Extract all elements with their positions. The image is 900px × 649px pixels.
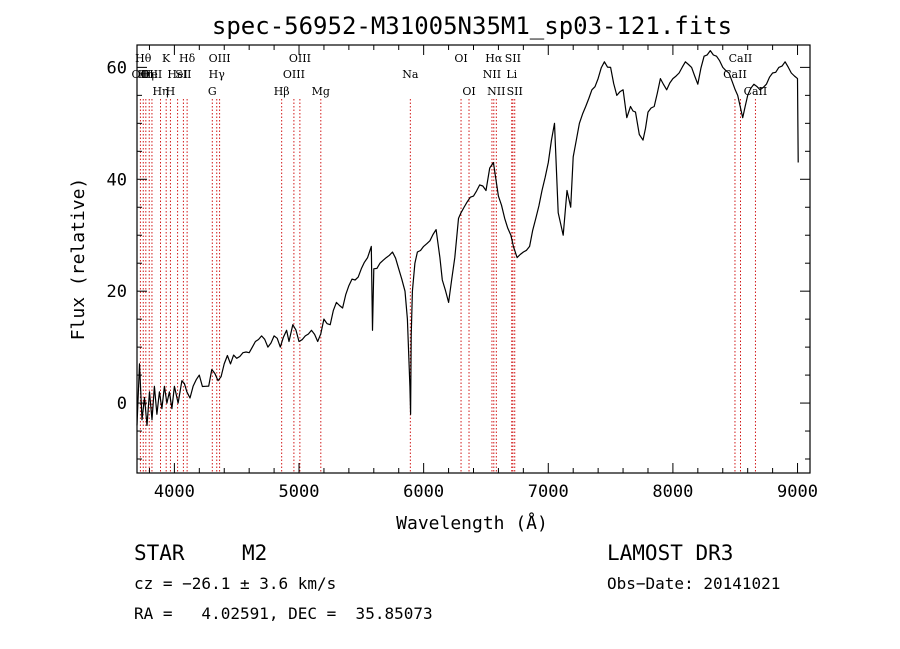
chart-title: spec-56952-M31005N35M1_sp03-121.fits [212, 12, 732, 40]
line-marker-label: H [166, 85, 176, 98]
line-marker-group [139, 99, 756, 473]
line-marker-label: K [162, 52, 171, 65]
line-marker-label: Hδ [179, 52, 196, 65]
redshift-velocity: cz = −26.1 ± 3.6 km/s [134, 574, 337, 593]
axis-ticks: 4000 5000 6000 7000 8000 9000 0 20 40 60 [107, 45, 818, 502]
x-tick-label: 9000 [777, 482, 818, 502]
y-tick-label: 0 [117, 394, 127, 414]
line-marker-label: OI [462, 85, 475, 98]
object-subclass: M2 [242, 541, 268, 565]
line-marker-label: OI [454, 52, 467, 65]
x-tick-label: 5000 [279, 482, 320, 502]
object-class: STAR [134, 541, 185, 565]
y-tick-label: 60 [107, 58, 127, 78]
line-marker-label: NII [487, 85, 505, 98]
line-marker-label: SII [507, 85, 523, 98]
x-tick-label: 8000 [652, 482, 693, 502]
line-marker-label: NII [483, 68, 501, 81]
x-tick-label: 6000 [403, 482, 444, 502]
line-marker-label: Hγ [209, 68, 226, 81]
plot-frame [136, 44, 811, 474]
line-marker-label-group: OIIHθHηOIIHeIHηKHHeISIIHδGHγOIIIHβOIIIOI… [132, 52, 768, 98]
x-tick-label: 4000 [154, 482, 195, 502]
line-marker-label: Li [506, 68, 517, 81]
line-marker-label: Hα [485, 52, 503, 65]
line-marker-label: CaII [729, 52, 753, 65]
sky-coordinates: RA = 4.02591, DEC = 35.85073 [134, 604, 433, 623]
x-axis-label: Wavelength (Å) [396, 512, 548, 534]
line-marker-label: HeI [167, 68, 187, 81]
line-marker-label: OIII [209, 52, 231, 65]
line-marker-label: HeI [142, 68, 162, 81]
line-marker-label: Hβ [274, 85, 290, 98]
spectrum-line [136, 50, 799, 426]
line-marker-label: Na [402, 68, 419, 81]
y-tick-label: 40 [107, 170, 127, 190]
line-marker-label: OII [132, 68, 150, 81]
x-tick-label: 7000 [528, 482, 569, 502]
line-marker-label: Hη [152, 85, 168, 98]
line-marker-label: SII [505, 52, 521, 65]
line-marker-label: G [208, 85, 217, 98]
line-marker-label: Hη [138, 68, 154, 81]
line-marker-label: CaII [723, 68, 747, 81]
observation-date: Obs−Date: 20141021 [607, 574, 781, 593]
line-marker-label: SII [175, 68, 191, 81]
line-marker-label: OIII [283, 68, 305, 81]
line-marker-label: Hθ [135, 52, 152, 65]
line-marker-label: OIII [289, 52, 311, 65]
line-marker-label: OII [140, 68, 158, 81]
survey-name: LAMOST DR3 [607, 541, 734, 565]
line-marker-label: Mg [312, 85, 330, 98]
y-axis-label: Flux (relative) [68, 178, 89, 341]
y-tick-label: 20 [107, 282, 127, 302]
